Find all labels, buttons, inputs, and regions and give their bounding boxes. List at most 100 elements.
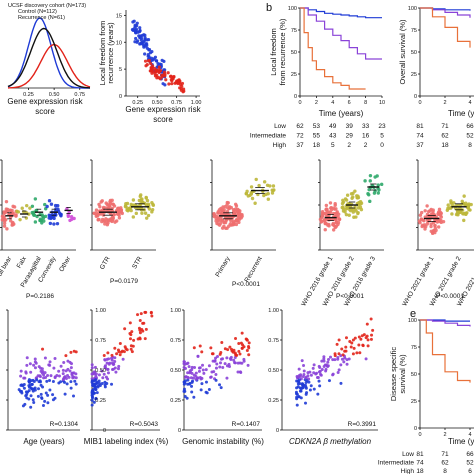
resection-point (111, 202, 116, 207)
genomic-point (198, 376, 202, 380)
mib1-point (144, 310, 148, 314)
point-control (143, 38, 147, 42)
genomic-point (240, 331, 244, 335)
cdkn2a-point (329, 355, 333, 359)
mib1-point (93, 384, 97, 388)
risk-table-label: High (401, 468, 415, 474)
resection-point (120, 211, 124, 216)
x-tick-label: 4 (468, 100, 471, 106)
mib1-point (118, 342, 122, 346)
x-axis-title: Age (years) (23, 437, 65, 446)
histology-point (53, 212, 57, 217)
genomic-point (209, 375, 213, 379)
panel-label-b: b (266, 2, 272, 14)
age-point (44, 391, 48, 395)
point-control (133, 29, 137, 33)
genomic-point (190, 365, 194, 369)
primary-point (270, 191, 275, 195)
cdkn2a-point (352, 346, 356, 350)
histology-point (4, 199, 9, 204)
y-tick-label: 0.25 (95, 398, 106, 404)
who2021-point (418, 213, 423, 217)
histology-point (9, 219, 13, 223)
x-axis-title: Gene expression risk (125, 105, 201, 114)
age-point (63, 392, 67, 396)
who2021-point (429, 224, 433, 229)
who2016-point (333, 203, 337, 207)
who2021-point (422, 223, 427, 227)
cdkn2a-point (309, 384, 313, 388)
mib1-point (95, 391, 99, 395)
histology-point (31, 212, 35, 216)
y-tick-label: 0 (276, 428, 279, 434)
primary-point (237, 217, 242, 221)
genomic-point (247, 346, 251, 350)
cdkn2a-point (326, 364, 330, 368)
who2021-point (462, 194, 466, 198)
point-recurrence (149, 61, 153, 66)
age-point (46, 401, 50, 405)
age-point (38, 380, 42, 384)
cdkn2a-point (337, 338, 341, 342)
who2021-point (449, 199, 453, 203)
who2016-point (343, 197, 348, 201)
who2021-point (462, 212, 466, 216)
primary-point (217, 208, 222, 212)
histology-point (12, 222, 16, 226)
resection-point (117, 216, 122, 220)
cdkn2a-point (357, 343, 361, 347)
genomic-point (214, 378, 218, 382)
age-point (33, 357, 37, 361)
genomic-point (227, 364, 231, 368)
primary-point (262, 180, 267, 184)
who2016-point (368, 199, 372, 204)
point-control (138, 34, 143, 38)
who2016-point (377, 188, 381, 192)
risk-table-label: High (273, 142, 287, 149)
mib1-point (103, 358, 107, 362)
cdkn2a-point (351, 352, 355, 356)
histology-point (59, 213, 63, 217)
point-control (149, 56, 154, 60)
mib1-point (102, 354, 106, 358)
age-point (74, 350, 78, 354)
mib1-point (106, 371, 110, 375)
genomic-point (199, 388, 203, 392)
x-tick-label: 2 (315, 100, 318, 106)
resection-point (112, 213, 116, 217)
cdkn2a-point (349, 345, 353, 349)
genomic-point (184, 375, 188, 379)
risk-table-value: 74 (416, 460, 424, 467)
y-tick-label: 0.75 (95, 338, 106, 344)
risk-table-label: Low (274, 123, 286, 130)
age-point (51, 393, 55, 397)
primary-point (220, 211, 224, 215)
genomic-point (240, 346, 244, 350)
primary-point (234, 222, 239, 227)
point-control (156, 61, 160, 66)
age-point (69, 350, 73, 354)
who2016-point (335, 210, 339, 214)
histology-point (47, 198, 52, 203)
genomic-point (204, 380, 208, 384)
genomic-point (190, 390, 194, 394)
y-tick-label: 50 (411, 50, 417, 56)
age-point (55, 373, 59, 377)
cdkn2a-point (336, 356, 340, 360)
age-point (66, 374, 70, 378)
point-recurrence (162, 70, 167, 74)
p-value: P<0.0001 (336, 293, 364, 300)
resection-point (147, 207, 152, 211)
y-tick-label: 0 (294, 94, 297, 100)
risk-table-value: 71 (441, 451, 449, 458)
cdkn2a-point (297, 395, 301, 399)
cdkn2a-point (295, 395, 299, 399)
cdkn2a-point (364, 357, 368, 361)
who2021-point (467, 207, 471, 212)
genomic-point (219, 357, 223, 361)
point-control (146, 37, 151, 42)
resection-point (116, 211, 120, 216)
cdkn2a-point (361, 343, 365, 347)
risk-table-value: 62 (296, 123, 304, 130)
mib1-point (125, 348, 129, 352)
